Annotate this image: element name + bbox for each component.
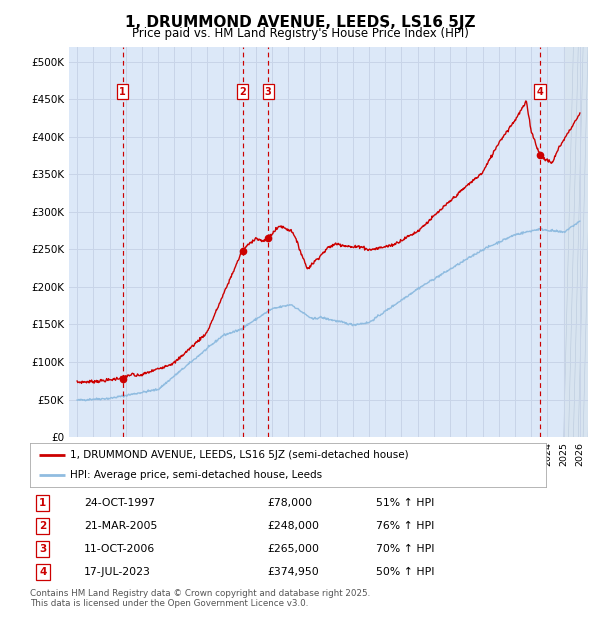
Text: 1, DRUMMOND AVENUE, LEEDS, LS16 5JZ: 1, DRUMMOND AVENUE, LEEDS, LS16 5JZ <box>125 16 475 30</box>
Bar <box>563 46 588 437</box>
Text: £78,000: £78,000 <box>268 498 313 508</box>
Text: HPI: Average price, semi-detached house, Leeds: HPI: Average price, semi-detached house,… <box>70 470 322 480</box>
Text: 3: 3 <box>265 87 272 97</box>
Text: 50% ↑ HPI: 50% ↑ HPI <box>376 567 434 577</box>
Text: 4: 4 <box>39 567 47 577</box>
Text: Price paid vs. HM Land Registry's House Price Index (HPI): Price paid vs. HM Land Registry's House … <box>131 27 469 40</box>
Text: 76% ↑ HPI: 76% ↑ HPI <box>376 521 434 531</box>
Text: 1: 1 <box>39 498 47 508</box>
Text: 17-JUL-2023: 17-JUL-2023 <box>84 567 151 577</box>
Text: £265,000: £265,000 <box>268 544 319 554</box>
Text: 11-OCT-2006: 11-OCT-2006 <box>84 544 155 554</box>
Text: 24-OCT-1997: 24-OCT-1997 <box>84 498 155 508</box>
Text: £374,950: £374,950 <box>268 567 319 577</box>
Text: 2: 2 <box>39 521 47 531</box>
Text: 2: 2 <box>239 87 246 97</box>
Text: 51% ↑ HPI: 51% ↑ HPI <box>376 498 434 508</box>
Text: 70% ↑ HPI: 70% ↑ HPI <box>376 544 434 554</box>
Text: 1: 1 <box>119 87 126 97</box>
Text: 1, DRUMMOND AVENUE, LEEDS, LS16 5JZ (semi-detached house): 1, DRUMMOND AVENUE, LEEDS, LS16 5JZ (sem… <box>70 450 409 460</box>
Text: 3: 3 <box>39 544 47 554</box>
Text: Contains HM Land Registry data © Crown copyright and database right 2025.
This d: Contains HM Land Registry data © Crown c… <box>30 589 370 608</box>
Text: 4: 4 <box>536 87 544 97</box>
Text: £248,000: £248,000 <box>268 521 319 531</box>
Text: 21-MAR-2005: 21-MAR-2005 <box>84 521 158 531</box>
